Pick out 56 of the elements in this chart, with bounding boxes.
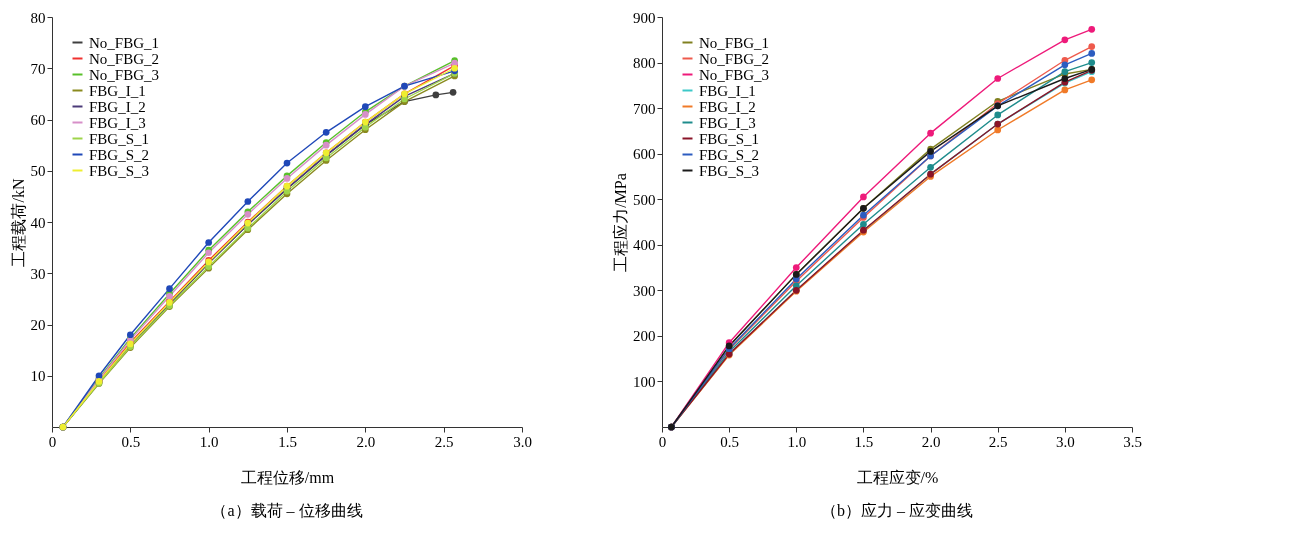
x-tick-label: 1.5 <box>854 433 874 450</box>
legend-label: No_FBG_1 <box>699 34 770 51</box>
y-tick-label: 70 <box>30 60 46 77</box>
y-tick-label: 60 <box>30 112 46 128</box>
y-tick-label: 900 <box>633 9 656 26</box>
legend-label: No_FBG_2 <box>699 50 770 67</box>
x-axis-title: 工程位移/mm <box>240 468 335 486</box>
legend-label: FBG_I_3 <box>89 114 146 131</box>
y-tick-label: 10 <box>30 368 46 385</box>
y-tick-label: 800 <box>633 55 656 72</box>
x-tick-label: 3.0 <box>513 433 532 450</box>
x-tick-label: 1.0 <box>787 433 807 450</box>
x-axis-title: 工程应变/% <box>856 468 939 486</box>
text: （a）载荷 – 位移曲线 <box>211 502 363 519</box>
y-tick-label: 400 <box>633 237 656 254</box>
y-tick-label: 40 <box>30 214 46 231</box>
y-tick-label: 700 <box>633 100 656 117</box>
y-tick-label: 500 <box>633 191 656 208</box>
legend-label: FBG_I_2 <box>89 98 146 115</box>
legend-label: No_FBG_3 <box>699 66 770 83</box>
y-axis-title: 工程应力/MPa <box>612 173 629 272</box>
legend-label: FBG_I_1 <box>699 82 756 99</box>
x-tick-label: 2.0 <box>921 433 941 450</box>
legend-label: FBG_S_2 <box>89 146 150 163</box>
y-tick-label: 30 <box>30 265 46 282</box>
legend-label: FBG_I_1 <box>89 82 146 99</box>
legend-label: No_FBG_2 <box>89 50 160 67</box>
y-axis-title: 工程载荷/kN <box>9 178 27 267</box>
x-tick-label: 3.0 <box>1055 433 1075 450</box>
legend-label: FBG_S_2 <box>699 146 760 163</box>
x-tick-label: 1.0 <box>199 433 219 450</box>
y-tick-label: 20 <box>30 317 46 333</box>
y-tick-label: 200 <box>633 328 656 345</box>
y-tick-label: 100 <box>633 373 656 390</box>
legend-label: FBG_I_3 <box>699 114 756 131</box>
text: （b）应力 – 应变曲线 <box>821 502 973 519</box>
x-tick-label: 1.5 <box>278 433 297 450</box>
x-tick-label: 0.5 <box>121 433 141 450</box>
x-tick-label: 3.5 <box>1123 433 1142 450</box>
x-tick-label: 0.5 <box>720 433 740 450</box>
legend-label: No_FBG_1 <box>89 34 160 51</box>
legend-label: FBG_S_3 <box>699 162 760 179</box>
legend-label: FBG_I_2 <box>699 98 756 115</box>
y-tick-label: 300 <box>633 282 656 299</box>
x-tick-label: 0 <box>48 433 57 450</box>
y-tick-label: 600 <box>633 146 656 163</box>
legend-label: FBG_S_1 <box>89 130 150 147</box>
x-tick-label: 2.5 <box>988 433 1008 450</box>
x-tick-label: 2.0 <box>356 433 376 450</box>
x-tick-label: 2.5 <box>434 433 454 450</box>
legend-label: FBG_S_1 <box>699 130 760 147</box>
legend-label: No_FBG_3 <box>89 66 160 83</box>
y-tick-label: 50 <box>30 163 46 180</box>
y-tick-label: 80 <box>30 9 46 26</box>
x-tick-label: 0 <box>658 433 667 450</box>
legend-label: FBG_S_3 <box>89 162 150 179</box>
